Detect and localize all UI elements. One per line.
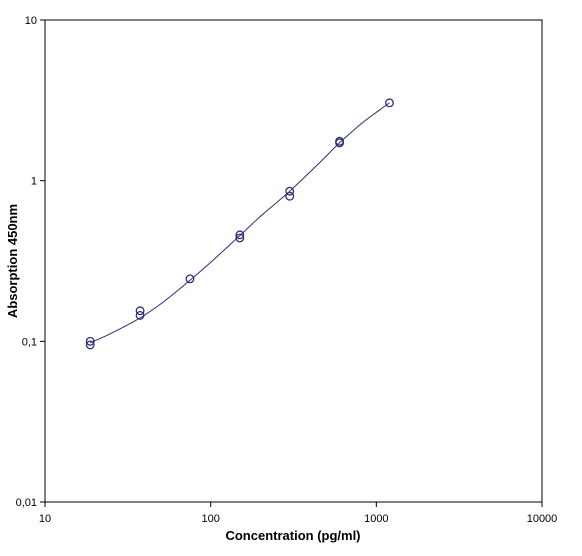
data-point — [185, 274, 195, 284]
data-point — [285, 186, 295, 196]
data-point — [135, 310, 145, 320]
x-axis-ticks: 10 100 1000 10000 — [39, 502, 557, 525]
y-tick-label: 10 — [25, 15, 37, 27]
y-axis-label: Absorption 450nm — [5, 204, 20, 318]
x-axis-label: Concentration (pg/ml) — [225, 528, 360, 543]
x-tick-label: 10 — [39, 513, 51, 525]
data-point — [135, 306, 145, 316]
data-point — [335, 136, 345, 146]
y-tick-label: 0,1 — [22, 336, 37, 348]
data-point — [385, 98, 394, 108]
y-axis-ticks: 0,01 0,1 1 10 — [16, 15, 45, 509]
data-point — [235, 230, 245, 240]
x-tick-label: 1000 — [364, 513, 388, 525]
data-point — [85, 336, 95, 346]
data-point — [285, 191, 295, 201]
y-tick-label: 0,01 — [16, 497, 37, 509]
x-tick-label: 100 — [201, 513, 219, 525]
data-point — [235, 233, 245, 243]
x-tick-label: 10000 — [527, 513, 558, 525]
plot-frame — [44, 19, 543, 503]
data-points — [85, 98, 394, 350]
fit-curve-line — [90, 102, 390, 344]
y-tick-label: 1 — [31, 176, 37, 188]
data-point — [85, 340, 95, 350]
